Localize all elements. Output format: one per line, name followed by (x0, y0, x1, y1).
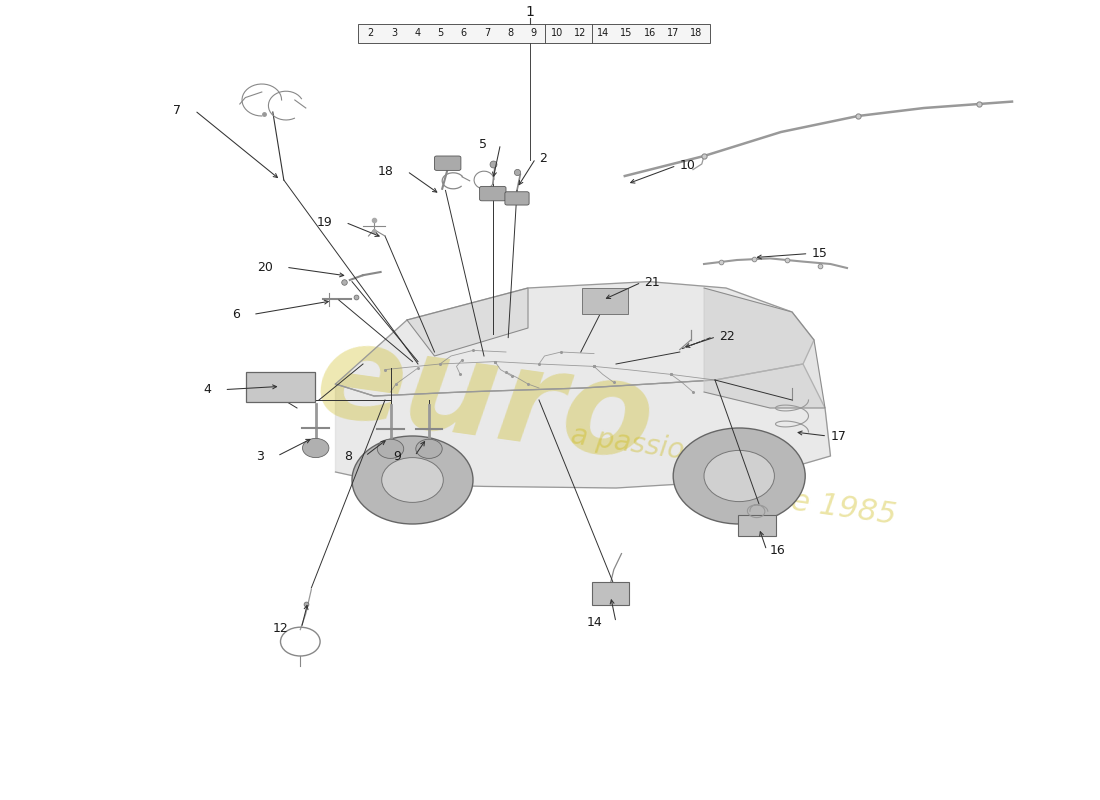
Text: 18: 18 (378, 165, 394, 178)
Text: 8: 8 (507, 28, 514, 38)
Text: 14: 14 (587, 616, 603, 629)
Circle shape (704, 450, 774, 502)
Text: since 1985: since 1985 (729, 478, 899, 530)
Text: 2: 2 (367, 28, 374, 38)
Polygon shape (336, 282, 830, 488)
FancyBboxPatch shape (738, 515, 775, 536)
Text: 15: 15 (620, 28, 632, 38)
FancyBboxPatch shape (505, 192, 529, 205)
Text: 12: 12 (574, 28, 586, 38)
Text: 9: 9 (394, 450, 402, 462)
FancyBboxPatch shape (592, 582, 629, 605)
Text: 15: 15 (812, 247, 827, 260)
Text: 16: 16 (770, 544, 785, 557)
Text: 21: 21 (645, 276, 660, 289)
Circle shape (416, 439, 442, 458)
FancyBboxPatch shape (358, 24, 710, 43)
Circle shape (352, 436, 473, 524)
Text: 10: 10 (680, 159, 695, 172)
Text: 9: 9 (530, 28, 537, 38)
Text: 6: 6 (232, 308, 240, 321)
FancyBboxPatch shape (480, 186, 506, 201)
Text: 4: 4 (415, 28, 420, 38)
Text: 3: 3 (256, 450, 264, 462)
Text: 20: 20 (257, 261, 273, 274)
Text: 7: 7 (174, 104, 182, 117)
FancyBboxPatch shape (246, 372, 315, 402)
Circle shape (302, 438, 329, 458)
Text: 1: 1 (526, 5, 535, 19)
Text: 22: 22 (719, 330, 735, 343)
Text: 12: 12 (273, 622, 288, 634)
Text: 4: 4 (204, 383, 211, 396)
Text: 18: 18 (690, 28, 703, 38)
Text: 7: 7 (484, 28, 491, 38)
Text: 2: 2 (539, 152, 547, 165)
Text: 17: 17 (667, 28, 679, 38)
Text: 8: 8 (344, 450, 352, 462)
FancyBboxPatch shape (434, 156, 461, 170)
Text: 5: 5 (438, 28, 443, 38)
Circle shape (377, 439, 404, 458)
Text: 6: 6 (461, 28, 466, 38)
Circle shape (382, 458, 443, 502)
Text: 17: 17 (830, 430, 846, 442)
Text: a passion for: a passion for (570, 422, 750, 474)
Polygon shape (407, 288, 528, 356)
Text: 19: 19 (317, 216, 332, 229)
Text: 10: 10 (551, 28, 563, 38)
Text: 16: 16 (644, 28, 656, 38)
Text: euro: euro (308, 314, 661, 486)
Polygon shape (704, 288, 825, 408)
Text: 5: 5 (480, 138, 487, 150)
FancyBboxPatch shape (582, 288, 628, 314)
Text: 3: 3 (390, 28, 397, 38)
Circle shape (673, 428, 805, 524)
Text: 14: 14 (597, 28, 609, 38)
